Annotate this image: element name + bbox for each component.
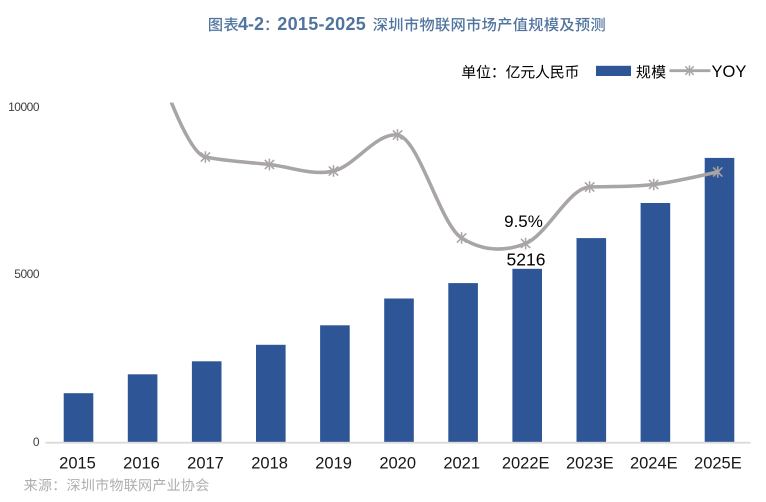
svg-text:YOY: YOY bbox=[712, 63, 747, 81]
svg-text:2017: 2017 bbox=[187, 455, 224, 473]
svg-text:0: 0 bbox=[33, 435, 40, 449]
svg-text:5216: 5216 bbox=[507, 250, 546, 270]
svg-text:5000: 5000 bbox=[14, 267, 40, 281]
svg-text:2016: 2016 bbox=[123, 455, 160, 473]
svg-text:2019: 2019 bbox=[315, 455, 352, 473]
svg-text:2021: 2021 bbox=[443, 455, 480, 473]
svg-text:2025E: 2025E bbox=[694, 455, 742, 473]
svg-text:10000: 10000 bbox=[8, 100, 40, 114]
svg-text:2022E: 2022E bbox=[502, 455, 550, 473]
svg-text:9.5%: 9.5% bbox=[504, 212, 543, 231]
svg-text:4-2: 4-2 bbox=[238, 14, 264, 34]
svg-text:2024E: 2024E bbox=[630, 455, 678, 473]
svg-text:2015-2025: 2015-2025 bbox=[277, 14, 366, 34]
svg-text:2015: 2015 bbox=[59, 455, 96, 473]
svg-text:2020: 2020 bbox=[379, 455, 416, 473]
svg-text:2023E: 2023E bbox=[566, 455, 614, 473]
svg-text:2018: 2018 bbox=[251, 455, 288, 473]
